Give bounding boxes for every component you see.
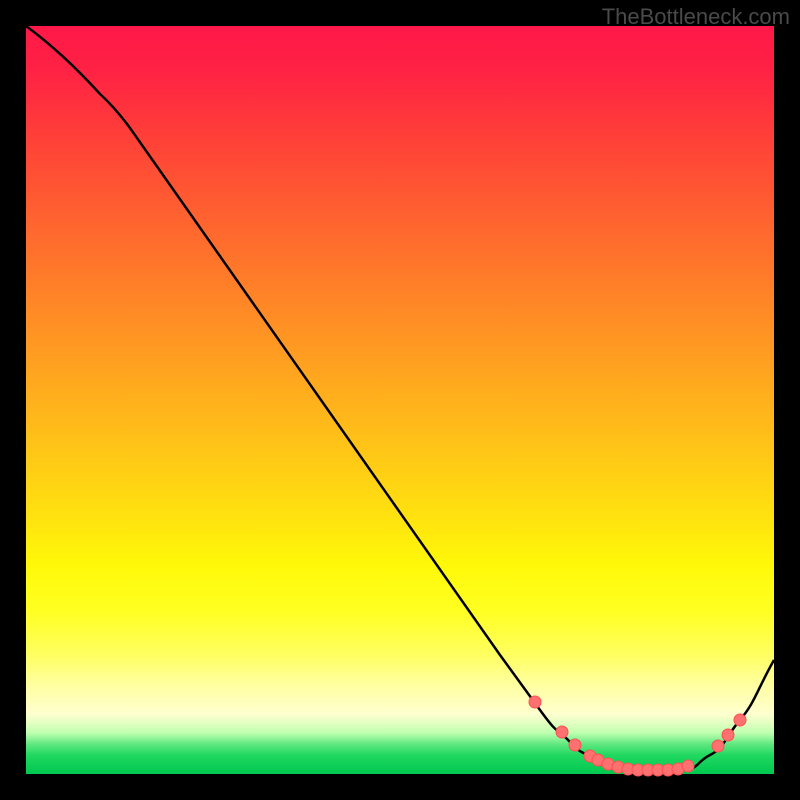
data-marker: [682, 760, 694, 772]
bottleneck-chart: [0, 0, 800, 800]
data-marker: [569, 739, 581, 751]
watermark-text: TheBottleneck.com: [602, 4, 790, 30]
data-marker: [712, 740, 724, 752]
data-marker: [529, 696, 541, 708]
data-marker: [556, 726, 568, 738]
chart-container: TheBottleneck.com: [0, 0, 800, 800]
data-marker: [722, 729, 734, 741]
data-marker: [734, 714, 746, 726]
